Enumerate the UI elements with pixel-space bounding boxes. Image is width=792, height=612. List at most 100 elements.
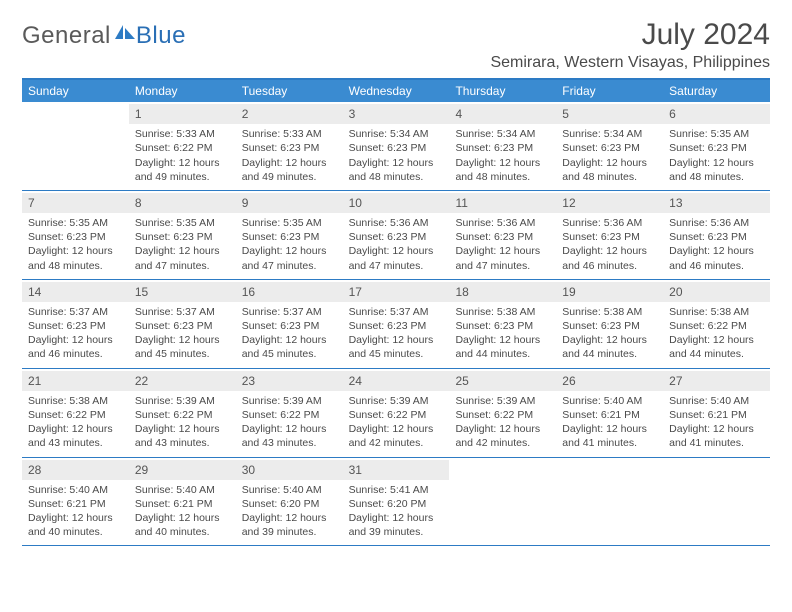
day-cell: 4Sunrise: 5:34 AMSunset: 6:23 PMDaylight…: [449, 102, 556, 190]
day-number: 28: [22, 460, 129, 480]
sunset-text: Sunset: 6:21 PM: [28, 497, 123, 511]
sunrise-text: Sunrise: 5:40 AM: [669, 394, 764, 408]
dayhead-thu: Thursday: [449, 80, 556, 102]
empty-cell: [22, 102, 129, 190]
daylight-line2: and 41 minutes.: [669, 436, 764, 450]
daylight-line2: and 42 minutes.: [455, 436, 550, 450]
week-row: 14Sunrise: 5:37 AMSunset: 6:23 PMDayligh…: [22, 280, 770, 369]
daylight-line1: Daylight: 12 hours: [349, 156, 444, 170]
daylight-line1: Daylight: 12 hours: [669, 244, 764, 258]
daylight-line2: and 41 minutes.: [562, 436, 657, 450]
daylight-line1: Daylight: 12 hours: [242, 511, 337, 525]
daylight-line1: Daylight: 12 hours: [669, 156, 764, 170]
location-text: Semirara, Western Visayas, Philippines: [490, 54, 770, 72]
daylight-line2: and 43 minutes.: [135, 436, 230, 450]
day-cell: 22Sunrise: 5:39 AMSunset: 6:22 PMDayligh…: [129, 369, 236, 457]
sunrise-text: Sunrise: 5:40 AM: [28, 483, 123, 497]
day-number: 9: [236, 193, 343, 213]
sunset-text: Sunset: 6:22 PM: [28, 408, 123, 422]
brand-logo: General Blue: [22, 22, 186, 50]
sunrise-text: Sunrise: 5:40 AM: [562, 394, 657, 408]
daylight-line2: and 44 minutes.: [669, 347, 764, 361]
daylight-line1: Daylight: 12 hours: [28, 333, 123, 347]
sunrise-text: Sunrise: 5:39 AM: [349, 394, 444, 408]
daylight-line1: Daylight: 12 hours: [135, 244, 230, 258]
daylight-line2: and 49 minutes.: [135, 170, 230, 184]
sunrise-text: Sunrise: 5:38 AM: [669, 305, 764, 319]
sunset-text: Sunset: 6:23 PM: [669, 230, 764, 244]
sunset-text: Sunset: 6:22 PM: [135, 408, 230, 422]
daylight-line2: and 39 minutes.: [349, 525, 444, 539]
day-cell: 5Sunrise: 5:34 AMSunset: 6:23 PMDaylight…: [556, 102, 663, 190]
sunrise-text: Sunrise: 5:35 AM: [669, 127, 764, 141]
empty-cell: [663, 458, 770, 546]
daylight-line1: Daylight: 12 hours: [242, 244, 337, 258]
day-cell: 28 Sunrise: 5:40 AMSunset: 6:21 PMDayligh…: [22, 458, 129, 546]
daylight-line2: and 48 minutes.: [455, 170, 550, 184]
sunrise-text: Sunrise: 5:36 AM: [349, 216, 444, 230]
title-block: July 2024 Semirara, Western Visayas, Phi…: [490, 18, 770, 72]
sunset-text: Sunset: 6:23 PM: [455, 319, 550, 333]
daylight-line2: and 47 minutes.: [349, 259, 444, 273]
sunrise-text: Sunrise: 5:39 AM: [455, 394, 550, 408]
dayhead-sun: Sunday: [22, 80, 129, 102]
sunset-text: Sunset: 6:23 PM: [242, 230, 337, 244]
sunrise-text: Sunrise: 5:40 AM: [135, 483, 230, 497]
day-cell: 31Sunrise: 5:41 AMSunset: 6:20 PMDayligh…: [343, 458, 450, 546]
daylight-line1: Daylight: 12 hours: [349, 333, 444, 347]
sunrise-text: Sunrise: 5:37 AM: [242, 305, 337, 319]
day-number: 4: [449, 104, 556, 124]
dayhead-sat: Saturday: [663, 80, 770, 102]
sunrise-text: Sunrise: 5:33 AM: [242, 127, 337, 141]
sunrise-text: Sunrise: 5:35 AM: [135, 216, 230, 230]
daylight-line1: Daylight: 12 hours: [669, 422, 764, 436]
day-cell: 14Sunrise: 5:37 AMSunset: 6:23 PMDayligh…: [22, 280, 129, 368]
daylight-line1: Daylight: 12 hours: [135, 422, 230, 436]
day-number: 18: [449, 282, 556, 302]
daylight-line2: and 48 minutes.: [562, 170, 657, 184]
daylight-line2: and 39 minutes.: [242, 525, 337, 539]
day-number: 20: [663, 282, 770, 302]
sunrise-text: Sunrise: 5:36 AM: [669, 216, 764, 230]
day-cell: 20Sunrise: 5:38 AMSunset: 6:22 PMDayligh…: [663, 280, 770, 368]
daylight-line1: Daylight: 12 hours: [242, 156, 337, 170]
day-cell: 21Sunrise: 5:38 AMSunset: 6:22 PMDayligh…: [22, 369, 129, 457]
logo-sails-icon: [115, 23, 135, 41]
day-cell: 25Sunrise: 5:39 AMSunset: 6:22 PMDayligh…: [449, 369, 556, 457]
sunrise-text: Sunrise: 5:38 AM: [455, 305, 550, 319]
daylight-line1: Daylight: 12 hours: [455, 156, 550, 170]
daylight-line1: Daylight: 12 hours: [455, 333, 550, 347]
daylight-line1: Daylight: 12 hours: [349, 244, 444, 258]
daylight-line1: Daylight: 12 hours: [28, 511, 123, 525]
sunset-text: Sunset: 6:23 PM: [349, 319, 444, 333]
day-number: 17: [343, 282, 450, 302]
daylight-line1: Daylight: 12 hours: [242, 333, 337, 347]
daylight-line2: and 49 minutes.: [242, 170, 337, 184]
daylight-line2: and 45 minutes.: [349, 347, 444, 361]
day-number: 6: [663, 104, 770, 124]
daylight-line2: and 43 minutes.: [28, 436, 123, 450]
day-cell: 11Sunrise: 5:36 AMSunset: 6:23 PMDayligh…: [449, 191, 556, 279]
day-cell: 23Sunrise: 5:39 AMSunset: 6:22 PMDayligh…: [236, 369, 343, 457]
day-cell: 8Sunrise: 5:35 AMSunset: 6:23 PMDaylight…: [129, 191, 236, 279]
daylight-line1: Daylight: 12 hours: [669, 333, 764, 347]
sunset-text: Sunset: 6:21 PM: [562, 408, 657, 422]
day-number: 31: [343, 460, 450, 480]
dayhead-mon: Monday: [129, 80, 236, 102]
day-cell: 3Sunrise: 5:34 AMSunset: 6:23 PMDaylight…: [343, 102, 450, 190]
day-number: 1: [129, 104, 236, 124]
day-cell: 12Sunrise: 5:36 AMSunset: 6:23 PMDayligh…: [556, 191, 663, 279]
sunrise-text: Sunrise: 5:38 AM: [562, 305, 657, 319]
sunset-text: Sunset: 6:23 PM: [562, 141, 657, 155]
dayhead-wed: Wednesday: [343, 80, 450, 102]
sunset-text: Sunset: 6:23 PM: [28, 230, 123, 244]
sunset-text: Sunset: 6:23 PM: [28, 319, 123, 333]
header: General Blue July 2024 Semirara, Western…: [22, 18, 770, 72]
day-number: 26: [556, 371, 663, 391]
sunset-text: Sunset: 6:23 PM: [669, 141, 764, 155]
day-number: 10: [343, 193, 450, 213]
sunrise-text: Sunrise: 5:38 AM: [28, 394, 123, 408]
day-cell: 15Sunrise: 5:37 AMSunset: 6:23 PMDayligh…: [129, 280, 236, 368]
sunrise-text: Sunrise: 5:37 AM: [28, 305, 123, 319]
day-number: 15: [129, 282, 236, 302]
